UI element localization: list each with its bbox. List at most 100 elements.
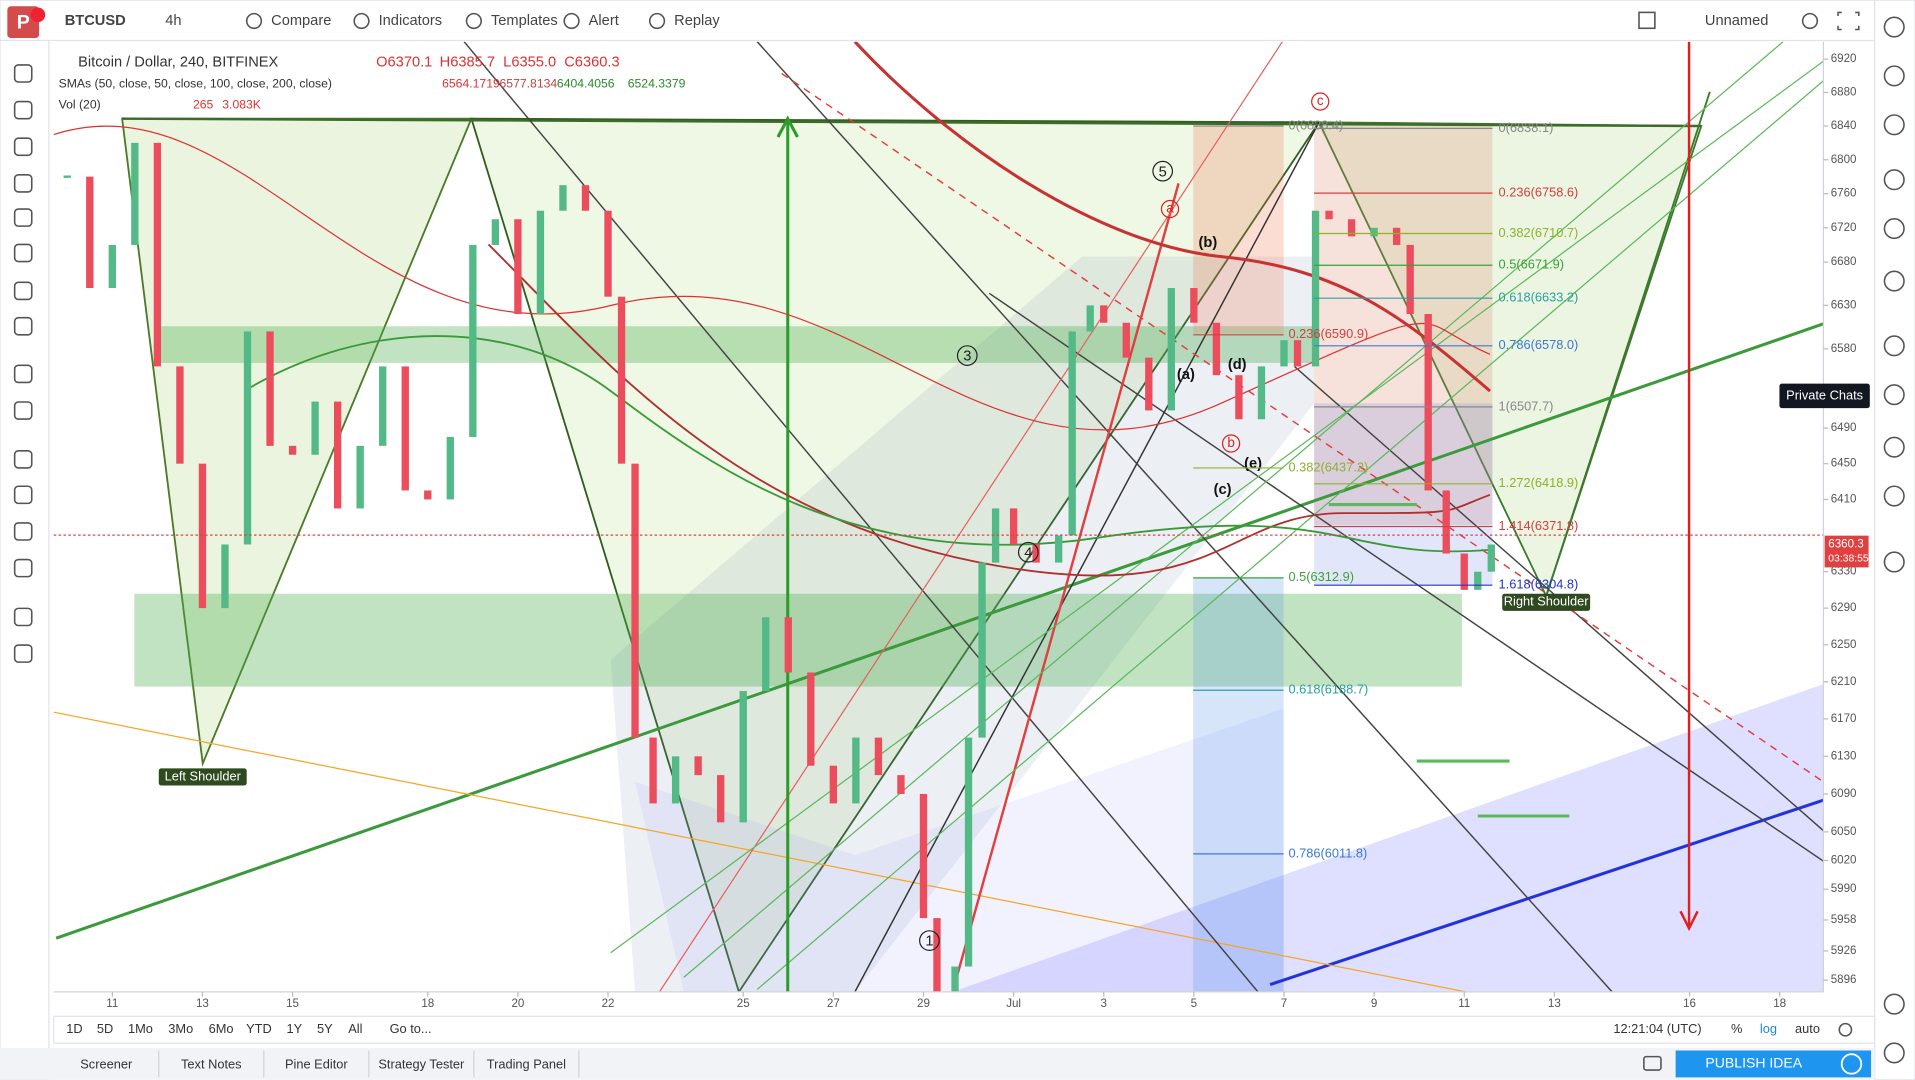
toolbar-button[interactable]: Replay — [674, 13, 720, 29]
toolbar-button[interactable]: Compare — [271, 13, 331, 29]
range-button[interactable]: YTD — [246, 1021, 272, 1036]
tool-icon[interactable] — [13, 174, 33, 193]
expand-icon[interactable] — [1837, 11, 1860, 31]
button-icon[interactable] — [563, 12, 580, 30]
range-button[interactable]: All — [348, 1021, 362, 1036]
panel-icon[interactable] — [1883, 270, 1905, 292]
x-tick-label: 13 — [1548, 997, 1561, 1010]
button-icon[interactable] — [465, 12, 482, 30]
panel-icon[interactable] — [1883, 436, 1905, 458]
panel-icon[interactable] — [1883, 335, 1905, 357]
trendline-dark — [988, 292, 1824, 862]
candle — [379, 366, 387, 446]
symbol[interactable]: BTCUSD — [65, 13, 126, 29]
tool-icon[interactable] — [13, 137, 33, 157]
tool-icon[interactable] — [13, 485, 33, 505]
toolbar-button[interactable]: Alert — [589, 13, 619, 29]
play-icon[interactable] — [1840, 1053, 1863, 1075]
tab[interactable]: Text Notes — [181, 1057, 242, 1072]
candle — [1460, 553, 1468, 590]
y-tick-label: 6840 — [1831, 119, 1857, 132]
scale-option[interactable]: log — [1760, 1021, 1777, 1036]
fib-label: 1.272(6418.9) — [1499, 475, 1579, 490]
y-tick-label: 6290 — [1831, 601, 1857, 614]
trendline-dark — [854, 121, 1320, 992]
tool-icon[interactable] — [13, 644, 33, 663]
panel-icon[interactable] — [1883, 1042, 1905, 1064]
wave-circle — [1152, 160, 1174, 182]
range-button[interactable]: 1D — [66, 1021, 82, 1036]
range-button[interactable]: 5D — [97, 1021, 113, 1036]
ohlc-value: O6370.1 — [376, 54, 432, 70]
tool-icon[interactable] — [13, 558, 33, 578]
button-icon[interactable] — [648, 12, 666, 30]
candle — [933, 918, 941, 992]
panel-icon[interactable] — [1883, 65, 1905, 87]
right-shoulder: Right Shoulder — [1504, 594, 1589, 609]
tool-icon[interactable] — [13, 243, 33, 263]
range-bar — [53, 1015, 1876, 1044]
tool-icon[interactable] — [13, 522, 33, 541]
candle — [1370, 227, 1378, 237]
button-icon[interactable] — [245, 12, 263, 30]
panel-icon[interactable] — [1883, 114, 1905, 136]
tool-icon[interactable] — [13, 450, 33, 469]
tool-icon[interactable] — [13, 208, 33, 227]
goto-button[interactable]: Go to... — [390, 1021, 432, 1036]
candle — [86, 176, 94, 289]
tool-icon[interactable] — [13, 316, 33, 336]
settings-icon[interactable] — [1801, 12, 1819, 30]
range-button[interactable]: 3Mo — [168, 1021, 193, 1036]
tool-icon[interactable] — [13, 100, 33, 120]
x-tick-label: 18 — [421, 997, 434, 1010]
candle — [784, 617, 792, 673]
camera-icon[interactable] — [1643, 1055, 1662, 1071]
candle — [1311, 210, 1320, 367]
fullscreen-icon[interactable] — [1638, 11, 1656, 30]
wave-label: 5 — [1159, 164, 1167, 180]
y-tick-label: 6250 — [1831, 638, 1857, 651]
panel-icon[interactable] — [1883, 218, 1905, 240]
tab[interactable]: Trading Panel — [487, 1057, 566, 1072]
layout-name[interactable]: Unnamed — [1705, 13, 1768, 29]
tool-icon[interactable] — [13, 607, 33, 627]
publish-label[interactable]: PUBLISH IDEA — [1705, 1055, 1802, 1071]
tool-icon[interactable] — [13, 364, 33, 384]
range-button[interactable]: 1Mo — [128, 1021, 153, 1036]
scale-option[interactable]: % — [1731, 1021, 1742, 1036]
interval[interactable]: 4h — [165, 13, 181, 29]
sma-label: SMAs (50, close, 50, close, 100, close, … — [59, 77, 332, 91]
panel-icon[interactable] — [1883, 16, 1905, 38]
right-panel — [1874, 0, 1915, 1080]
candle — [694, 756, 702, 776]
candle — [221, 544, 229, 609]
scale-option[interactable]: auto — [1795, 1021, 1820, 1036]
tab[interactable]: Strategy Tester — [378, 1057, 465, 1072]
range-button[interactable]: 1Y — [286, 1021, 302, 1036]
publish-button[interactable] — [1675, 1050, 1872, 1078]
panel-icon[interactable] — [1883, 993, 1905, 1015]
candle — [288, 445, 297, 455]
toolbar-button[interactable]: Templates — [491, 13, 558, 29]
candle — [671, 756, 680, 804]
ma-line — [487, 243, 1491, 577]
button-icon[interactable] — [353, 12, 370, 30]
panel-icon[interactable] — [1883, 169, 1905, 191]
candle — [1424, 314, 1432, 491]
tool-icon[interactable] — [13, 281, 33, 301]
panel-icon[interactable] — [1883, 485, 1905, 507]
panel-icon[interactable] — [1883, 384, 1905, 406]
tab[interactable]: Pine Editor — [285, 1057, 348, 1072]
toolbar-button[interactable]: Indicators — [379, 13, 442, 29]
tool-icon[interactable] — [13, 401, 33, 420]
countdown: 03:38:55 — [1828, 554, 1869, 565]
settings-icon[interactable] — [1838, 1022, 1853, 1037]
tool-icon[interactable] — [13, 64, 33, 83]
trendline-dark — [463, 41, 1259, 992]
panel-icon[interactable] — [1883, 551, 1905, 573]
range-button[interactable]: 5Y — [317, 1021, 333, 1036]
range-button[interactable]: 6Mo — [209, 1021, 234, 1036]
tab[interactable]: Screener — [80, 1057, 133, 1072]
subwave-label: (d) — [1228, 357, 1247, 373]
